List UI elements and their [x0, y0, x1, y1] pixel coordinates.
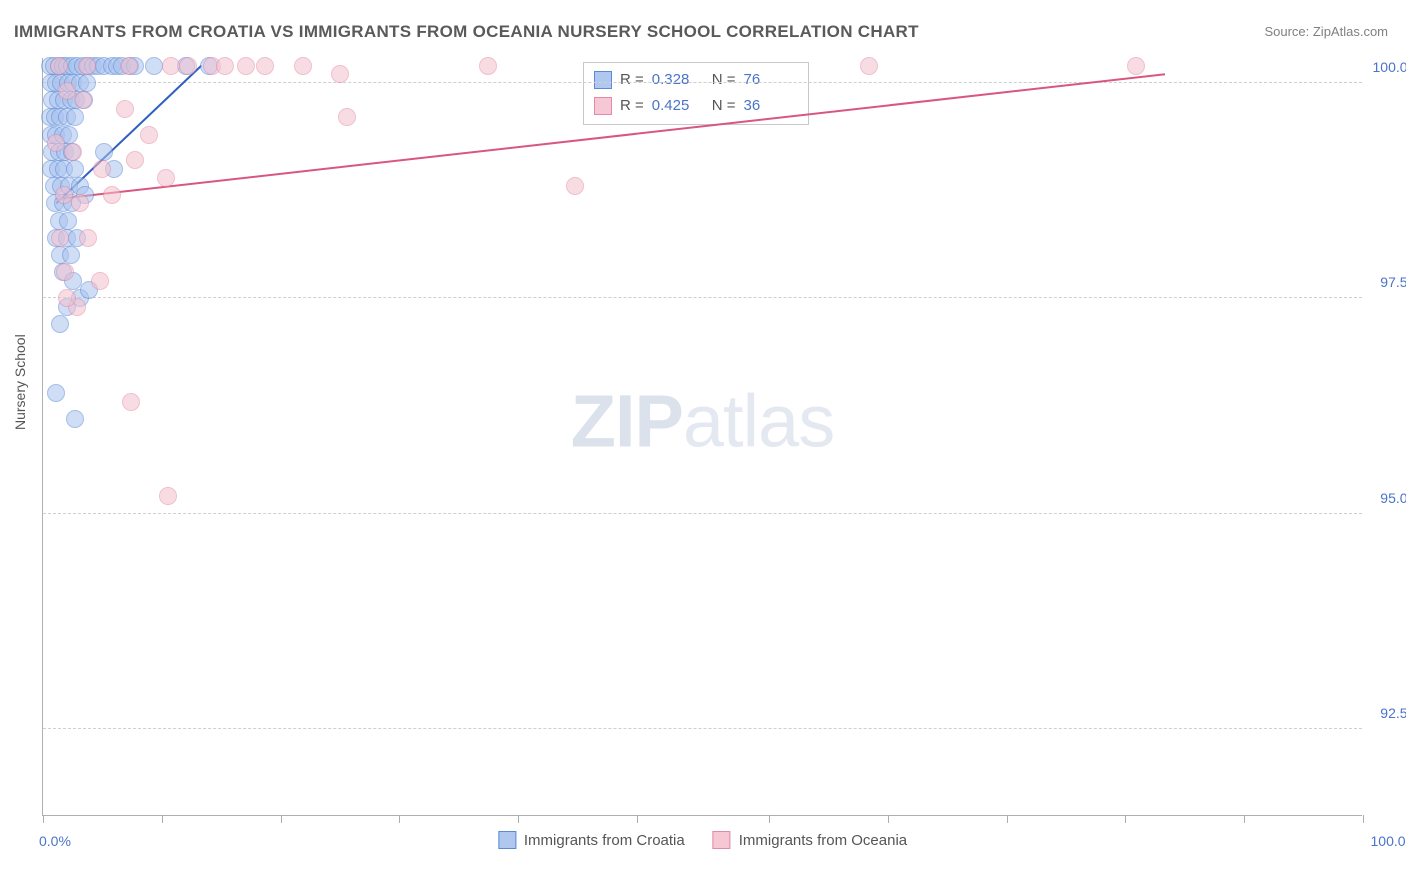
legend-label: Immigrants from Oceania — [739, 832, 907, 849]
scatter-point — [93, 160, 111, 178]
scatter-point — [122, 393, 140, 411]
scatter-point — [79, 229, 97, 247]
legend-swatch — [713, 831, 731, 849]
x-tick — [888, 815, 889, 823]
scatter-point — [47, 134, 65, 152]
x-axis-min-label: 0.0% — [39, 833, 71, 849]
chart-title: IMMIGRANTS FROM CROATIA VS IMMIGRANTS FR… — [14, 22, 919, 42]
legend-item: Immigrants from Oceania — [713, 831, 907, 849]
legend-label: Immigrants from Croatia — [524, 832, 685, 849]
scatter-point — [51, 229, 69, 247]
scatter-point — [162, 57, 180, 75]
y-tick-label: 95.0% — [1380, 490, 1406, 506]
scatter-point — [338, 108, 356, 126]
scatter-point — [140, 126, 158, 144]
legend-swatch — [498, 831, 516, 849]
x-tick — [518, 815, 519, 823]
x-tick — [1363, 815, 1364, 823]
scatter-point — [50, 57, 68, 75]
scatter-point — [71, 194, 89, 212]
scatter-point — [237, 57, 255, 75]
scatter-point — [120, 57, 138, 75]
scatter-point — [74, 91, 92, 109]
scatter-point — [59, 212, 77, 230]
scatter-point — [159, 487, 177, 505]
chart-plot-area: ZIPatlas R =0.328N =76R =0.425N =36 Immi… — [42, 58, 1362, 816]
scatter-point — [51, 315, 69, 333]
scatter-point — [66, 108, 84, 126]
scatter-point — [103, 186, 121, 204]
series-legend: Immigrants from Croatia Immigrants from O… — [498, 831, 907, 849]
x-tick — [1125, 815, 1126, 823]
scatter-point — [78, 74, 96, 92]
x-tick — [1244, 815, 1245, 823]
x-tick — [637, 815, 638, 823]
y-tick-label: 92.5% — [1380, 705, 1406, 721]
scatter-point — [566, 177, 584, 195]
scatter-point — [66, 410, 84, 428]
scatter-point — [116, 100, 134, 118]
scatter-point — [66, 160, 84, 178]
scatter-point — [58, 289, 76, 307]
x-tick — [281, 815, 282, 823]
x-tick — [43, 815, 44, 823]
y-axis-title: Nursery School — [12, 334, 28, 430]
scatter-point — [157, 169, 175, 187]
scatter-point — [47, 384, 65, 402]
scatter-point — [256, 57, 274, 75]
scatter-point — [145, 57, 163, 75]
scatter-point — [216, 57, 234, 75]
scatter-point — [126, 151, 144, 169]
y-tick-label: 100.0% — [1373, 59, 1406, 75]
x-tick — [162, 815, 163, 823]
scatter-point — [179, 57, 197, 75]
scatter-point — [64, 143, 82, 161]
x-tick — [1007, 815, 1008, 823]
x-tick — [769, 815, 770, 823]
scatter-point — [294, 57, 312, 75]
source-label: Source: ZipAtlas.com — [1264, 24, 1388, 39]
scatter-point — [95, 143, 113, 161]
trend-lines — [43, 57, 1363, 815]
scatter-point — [479, 57, 497, 75]
scatter-point — [1127, 57, 1145, 75]
scatter-point — [62, 246, 80, 264]
y-tick-label: 97.5% — [1380, 274, 1406, 290]
scatter-point — [78, 57, 96, 75]
scatter-point — [860, 57, 878, 75]
x-tick — [399, 815, 400, 823]
trend-line — [56, 74, 1165, 199]
scatter-point — [91, 272, 109, 290]
scatter-point — [56, 263, 74, 281]
scatter-point — [331, 65, 349, 83]
x-axis-max-label: 100.0% — [1371, 833, 1406, 849]
legend-item: Immigrants from Croatia — [498, 831, 685, 849]
